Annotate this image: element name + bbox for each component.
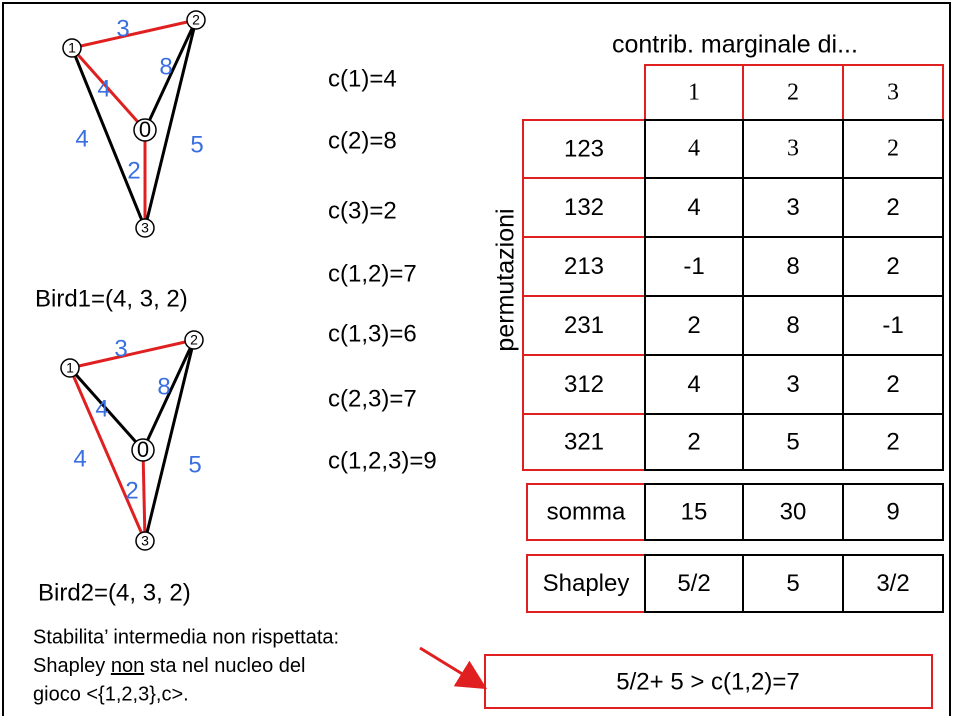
row-label: 132 (564, 194, 604, 221)
edge (68, 367, 145, 451)
node (186, 10, 206, 30)
edge (69, 338, 195, 370)
node-label: 0 (139, 117, 151, 142)
cell-value: 2 (886, 253, 899, 280)
graph-caption: Bird1=(4, 3, 2) (35, 285, 188, 312)
edge-label: 5 (190, 131, 203, 158)
column-header: 3 (887, 80, 899, 106)
node-label: 0 (137, 437, 149, 462)
row-label: Shapley (543, 570, 630, 597)
edge (70, 47, 147, 229)
cell-value: 2 (886, 194, 899, 221)
cell (842, 413, 944, 471)
note-line: Stabilita’ intermedia non rispettata: (33, 626, 339, 648)
edge-label: 8 (159, 53, 172, 80)
edge (143, 19, 198, 131)
note-segment: Shapley (33, 655, 111, 677)
cell-value: 30 (780, 498, 807, 525)
note-line: Shapley non sta nel nucleo del (33, 655, 305, 677)
cell-value: 4 (687, 194, 700, 221)
cell-value: -1 (683, 253, 704, 280)
cell-value: 5 (786, 570, 799, 597)
graph-caption: Bird2=(4, 3, 2) (38, 579, 191, 606)
edge-label: 4 (75, 125, 88, 152)
column-header: 2 (787, 80, 799, 106)
edge-label: 5 (188, 451, 201, 478)
edge-label: 3 (116, 15, 129, 42)
cost: c(2)=8 (328, 127, 397, 154)
cell-value: -1 (882, 312, 903, 339)
cell-value: 8 (786, 253, 799, 280)
cell-value: 4 (687, 371, 700, 398)
cost: c(2,3)=7 (328, 385, 417, 412)
node-label: 2 (192, 12, 200, 28)
node (60, 358, 80, 378)
conclusion: 5/2+ 5 > c(1,2)=7 (616, 668, 799, 695)
cell (842, 483, 944, 541)
cell-value: 9 (886, 498, 899, 525)
cell-value: 3 (786, 194, 799, 221)
note-segment: sta nel nucleo del (144, 655, 305, 677)
node (184, 330, 204, 350)
node (135, 531, 155, 551)
node (133, 118, 157, 142)
edge (141, 449, 147, 542)
note-segment: non (111, 655, 144, 677)
edge-label: 4 (97, 75, 110, 102)
cell-value: 5/2 (677, 570, 710, 597)
row-label: somma (547, 498, 626, 525)
edge-label: 8 (157, 373, 170, 400)
note-line: gioco <{1,2,3},c>. (33, 683, 189, 705)
cell-value: 4 (688, 136, 700, 162)
cost: c(1)=4 (328, 65, 397, 92)
cell-value: 3 (786, 371, 799, 398)
cost: c(3)=2 (328, 197, 397, 224)
node-label: 1 (68, 40, 76, 56)
column-header: 1 (688, 80, 700, 106)
cell-value: 2 (886, 371, 899, 398)
arrow (419, 646, 488, 690)
row-label: 321 (564, 428, 604, 455)
node (131, 438, 155, 462)
cell-value: 2 (687, 312, 700, 339)
cell-value: 2 (886, 428, 899, 455)
node-label: 1 (66, 360, 74, 376)
edge (71, 18, 197, 50)
table-title: contrib. marginale di... (612, 31, 858, 59)
edge (143, 19, 198, 229)
cell-value: 2 (887, 136, 899, 162)
conclusion-box (484, 654, 933, 709)
cell-value: 2 (687, 428, 700, 455)
row-axis-label: permutazioni (492, 208, 520, 351)
cost: c(1,2,3)=9 (328, 447, 437, 474)
cell (842, 554, 944, 613)
node-label: 3 (141, 533, 149, 549)
node (62, 38, 82, 58)
cell-value: 3/2 (876, 570, 909, 597)
cost: c(1,2)=7 (328, 260, 417, 287)
edge-label: 2 (127, 157, 140, 184)
node (135, 218, 155, 238)
edge-label: 3 (114, 335, 127, 362)
edge (68, 367, 147, 542)
cell-value: 15 (681, 498, 708, 525)
row-label: 213 (564, 253, 604, 280)
row-label: 312 (564, 371, 604, 398)
edge (143, 339, 196, 542)
cell-value: 3 (787, 136, 799, 162)
edge-label: 4 (73, 445, 86, 472)
node-label: 2 (190, 332, 198, 348)
edge (70, 47, 147, 131)
edge-label: 4 (95, 395, 108, 422)
cost: c(1,3)=6 (328, 320, 417, 347)
row-label: 123 (564, 135, 604, 162)
cell-value: 8 (786, 312, 799, 339)
cell-value: 5 (786, 428, 799, 455)
row-label: 231 (564, 312, 604, 339)
edge-label: 2 (125, 477, 138, 504)
node-label: 3 (141, 220, 149, 236)
edge (141, 339, 196, 451)
